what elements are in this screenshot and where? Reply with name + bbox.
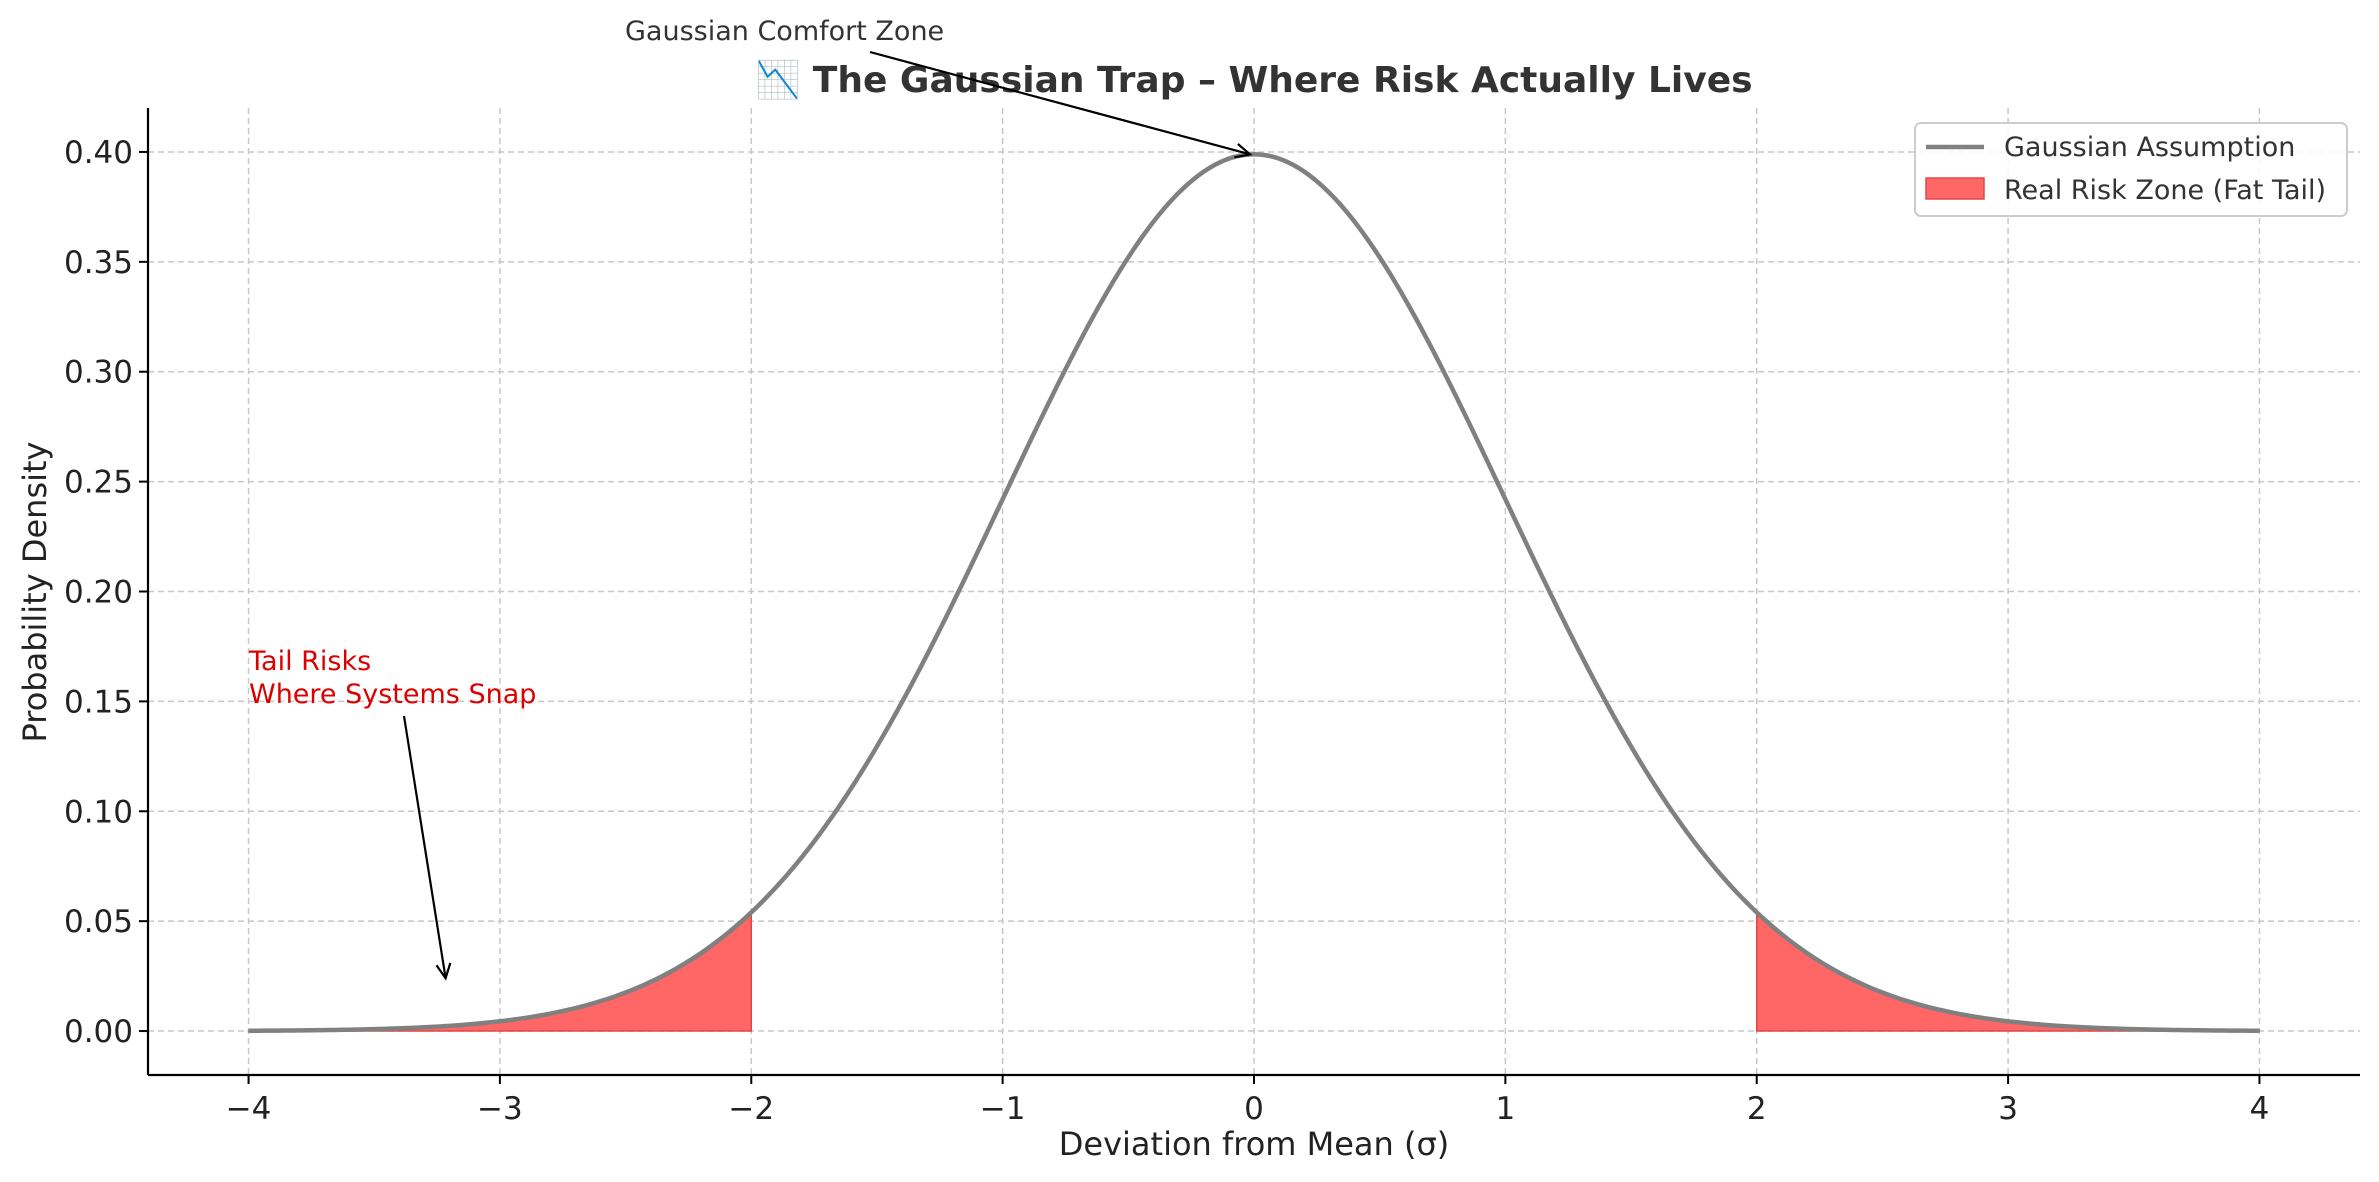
tail-risk-line-2: Where Systems Snap [249,679,536,710]
legend-swatch-fat-tail [1925,177,1985,200]
x-tick-label: −3 [477,1091,523,1127]
y-tick-label: 0.15 [64,684,133,720]
y-tick-label: 0.10 [64,794,133,830]
y-axis-label: Probability Density [16,442,54,743]
x-tick-label: 2 [1747,1091,1767,1127]
y-tick-label: 0.05 [64,904,133,940]
chart-title: 📉 The Gaussian Trap – Where Risk Actuall… [755,59,1752,101]
tail-risk-line-1: Tail Risks [248,646,371,677]
tail-risk-arrowhead [435,962,452,981]
x-axis-label: Deviation from Mean (σ) [1059,1125,1449,1163]
comfort-zone-arrow [869,50,1251,156]
x-tick-label: −2 [728,1091,774,1127]
gaussian-line-layer [248,152,2260,1033]
grid-layer [148,108,2360,1075]
y-tick-label: 0.00 [64,1014,133,1050]
y-ticks: 0.00 0.05 0.10 0.15 0.20 0.25 0.30 0.35 0.40 [64,135,148,1050]
tail-risk-arrow [402,715,447,979]
y-tick-label: 0.20 [64,575,133,611]
y-tick-label: 0.30 [64,355,133,391]
legend-label-fat-tail: Real Risk Zone (Fat Tail) [2004,175,2326,206]
x-tick-label: −1 [980,1091,1026,1127]
y-tick-label: 0.25 [64,465,133,501]
comfort-zone-annotation: Gaussian Comfort Zone [625,16,944,47]
annotations: Gaussian Comfort Zone Tail Risks Where S… [248,16,1253,981]
tail-risk-annotation: Tail Risks Where Systems Snap [248,646,536,710]
x-tick-label: −4 [226,1091,272,1127]
gaussian-curve [248,152,2260,1033]
x-tick-label: 3 [1998,1091,2018,1127]
legend: Gaussian Assumption Real Risk Zone (Fat … [1914,122,2348,217]
x-tick-label: 0 [1244,1091,1264,1127]
y-tick-label: 0.40 [64,135,133,171]
x-tick-label: 4 [2250,1091,2270,1127]
x-tick-label: 1 [1495,1091,1515,1127]
x-ticks: −4 −3 −2 −1 0 1 2 3 4 [226,1075,2270,1127]
legend-label-gaussian: Gaussian Assumption [2004,132,2295,163]
comfort-zone-arrowhead [1234,143,1253,159]
legend-box [1914,122,2348,217]
y-tick-label: 0.35 [64,245,133,281]
